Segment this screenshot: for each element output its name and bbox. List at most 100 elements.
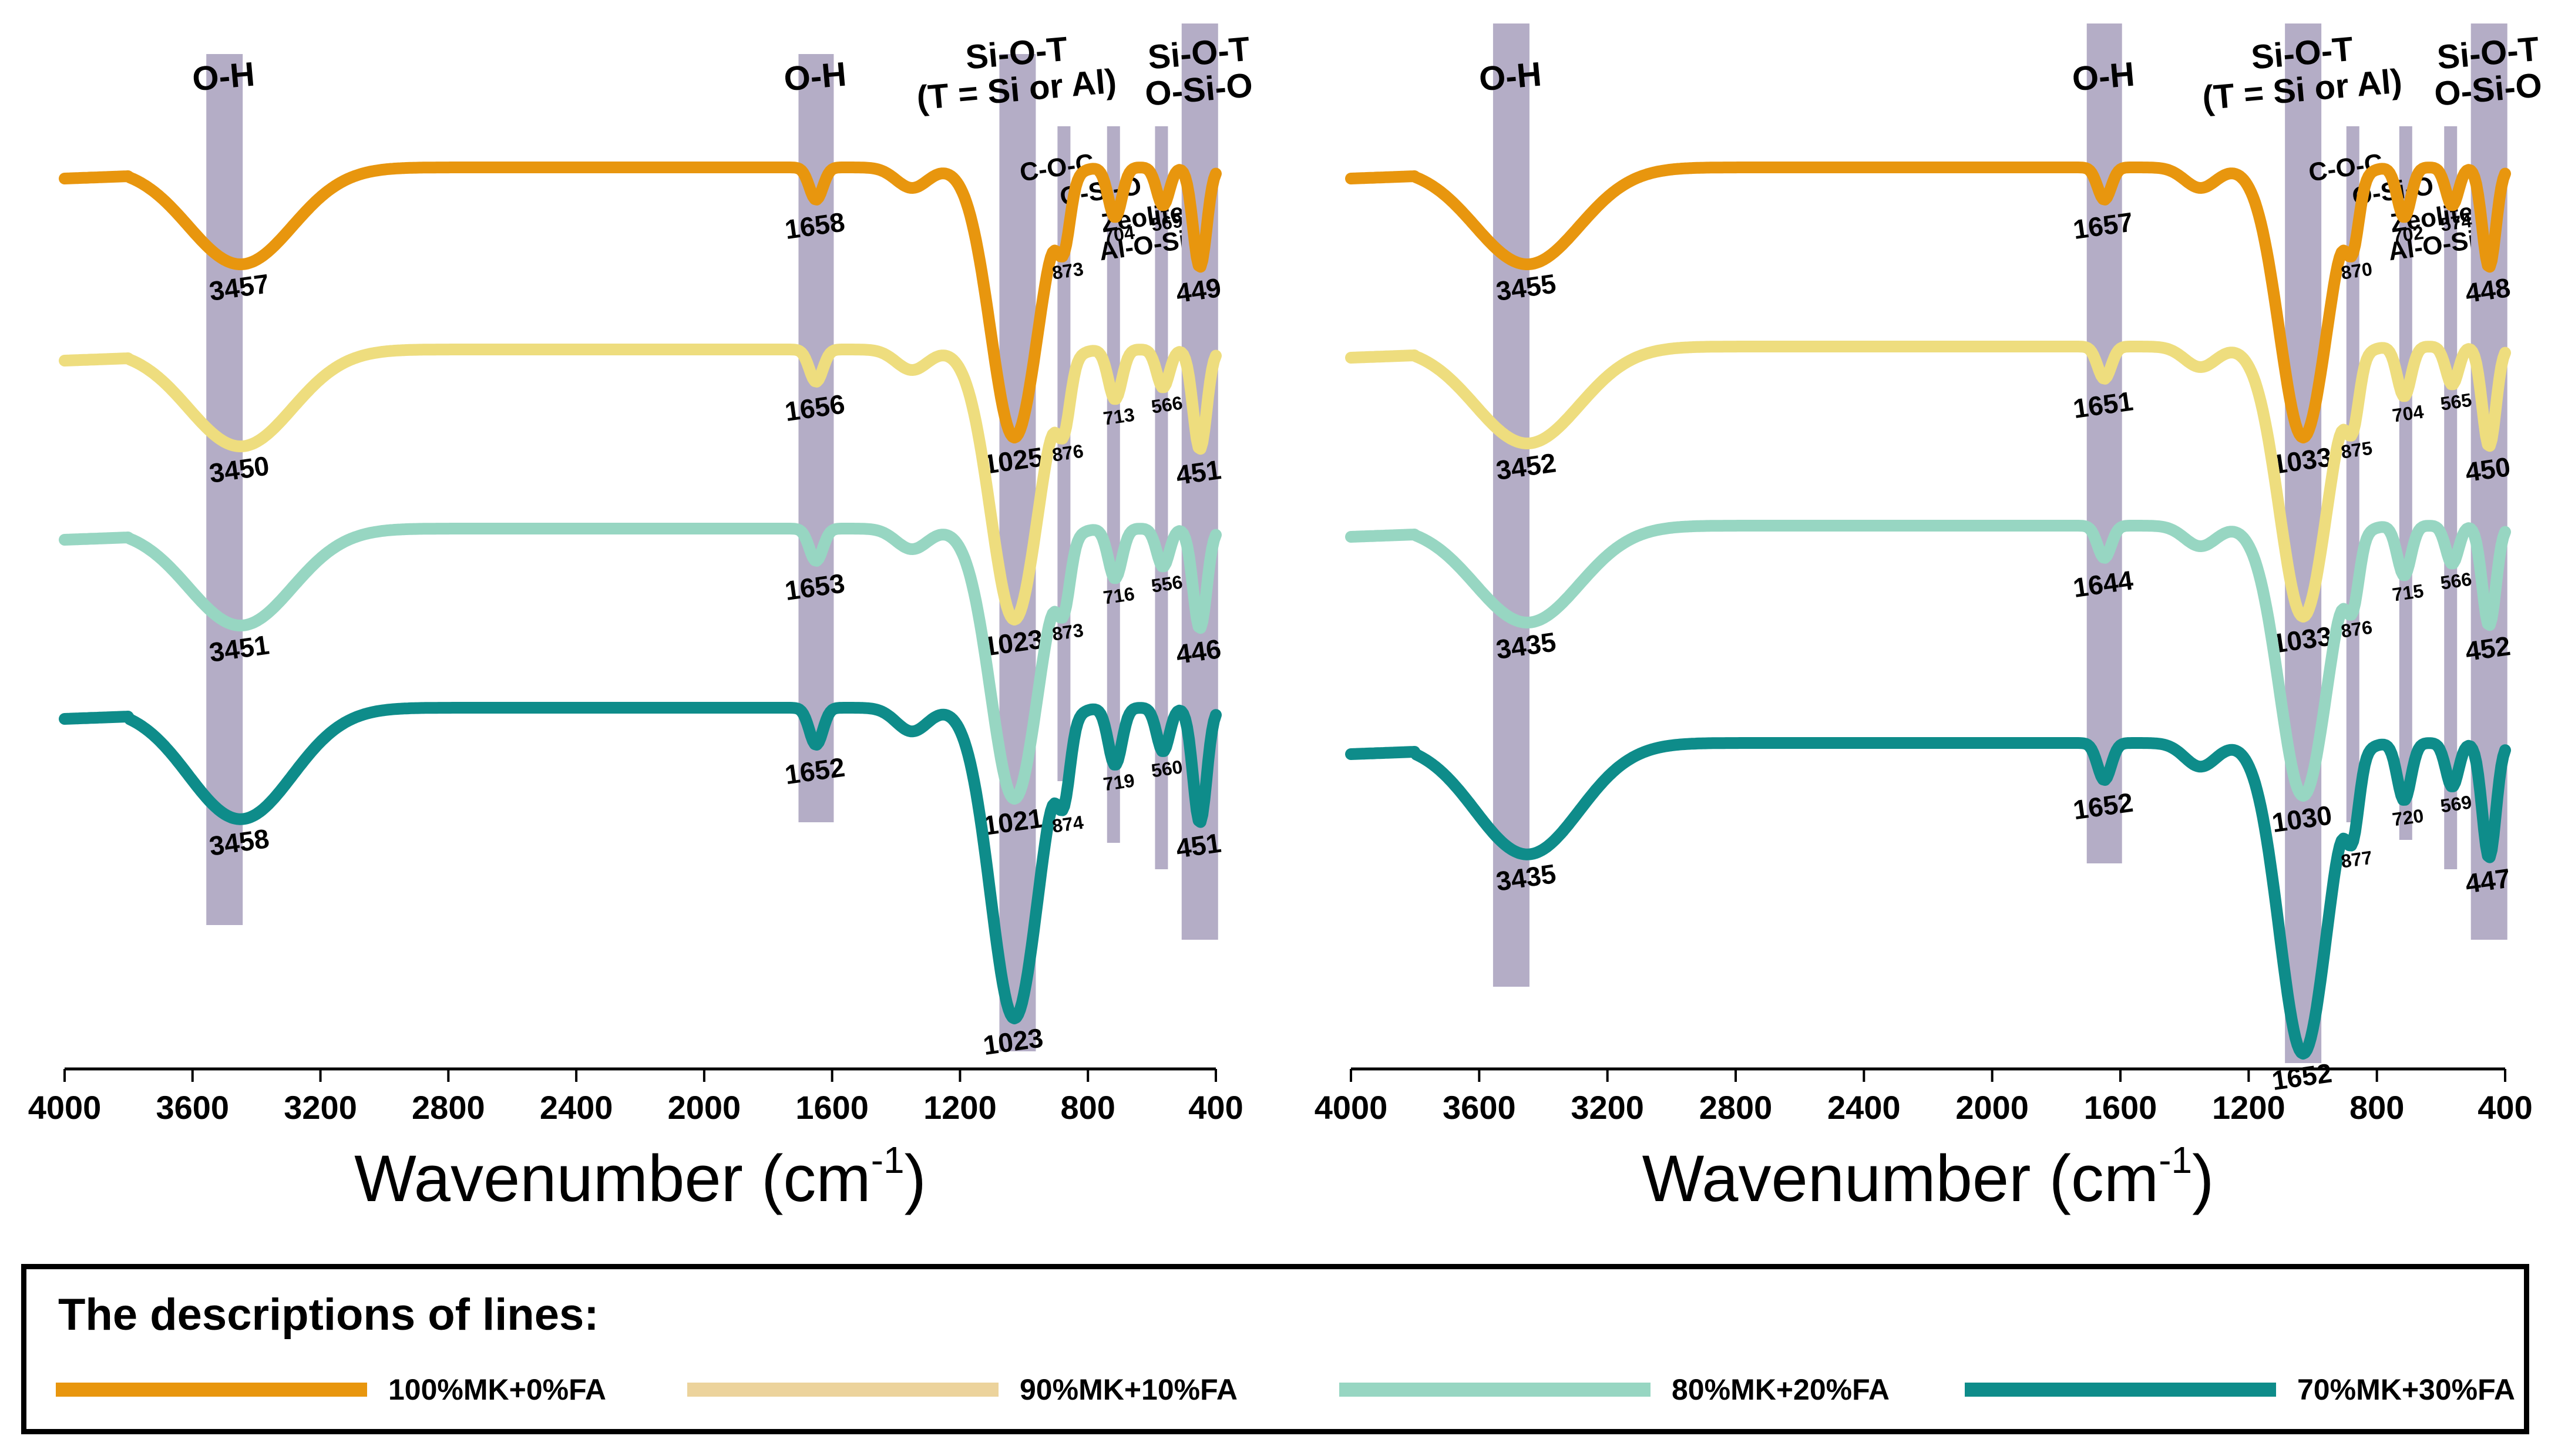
band-label-siot2: Si-O-T	[2436, 30, 2541, 77]
x-tick-label: 2400	[540, 1089, 613, 1126]
band-label-oh1: O-H	[191, 55, 257, 99]
band-oh2	[2086, 23, 2122, 863]
spectrum-line-3	[59, 702, 1222, 1024]
peak-label: 876	[1051, 441, 1085, 466]
band-label-oh1: O-H	[1477, 55, 1543, 99]
peak-label: 1030	[2270, 799, 2334, 838]
peak-label: 1657	[2071, 206, 2135, 245]
peak-label: 1656	[783, 388, 847, 427]
peak-label: 452	[2463, 630, 2512, 667]
band-osio	[2399, 126, 2412, 840]
peak-label: 451	[1174, 454, 1223, 490]
peak-label: 450	[2463, 451, 2512, 487]
x-tick-label: 800	[1061, 1089, 1115, 1126]
peak-label: 702	[2391, 222, 2425, 247]
peak-label: 449	[1174, 272, 1223, 308]
band-sublabel-siot2: O-Si-O	[1144, 66, 1255, 113]
peak-label: 874	[1051, 812, 1085, 837]
band-label-siot: Si-O-T	[964, 30, 1069, 77]
legend-item-70mk: 70%MK+30%FA	[1965, 1372, 2515, 1407]
legend-label: 80%MK+20%FA	[1672, 1373, 1890, 1406]
x-tick-label: 3600	[1443, 1089, 1516, 1126]
peak-label: 1651	[2071, 385, 2135, 424]
legend-label: 100%MK+0%FA	[388, 1373, 606, 1406]
x-tick-label: 1600	[2084, 1089, 2157, 1126]
spectrum-line-0	[1345, 162, 2511, 443]
peak-label: 569	[2439, 791, 2473, 816]
peak-label: 1652	[783, 752, 847, 791]
peak-label: 704	[1102, 222, 1136, 247]
peak-label: 716	[1102, 583, 1136, 608]
legend-swatch	[56, 1383, 367, 1397]
x-tick-label: 2000	[1955, 1089, 2029, 1126]
x-tick-label: 2800	[412, 1089, 485, 1126]
x-tick-label: 4000	[1315, 1089, 1388, 1126]
peak-label: 1653	[783, 567, 847, 606]
peak-label: 566	[2439, 569, 2473, 594]
band-siot	[2285, 23, 2322, 1063]
band-coc	[2346, 126, 2359, 822]
peak-label: 877	[2339, 847, 2374, 872]
x-tick-label: 1200	[2212, 1089, 2285, 1126]
x-tick-label: 2800	[1699, 1089, 1773, 1126]
peak-label: 451	[1174, 828, 1223, 864]
x-tick-label: 3200	[1571, 1089, 1644, 1126]
spectrum-line-3	[1345, 737, 2511, 1060]
legend-label: 70%MK+30%FA	[2297, 1373, 2515, 1406]
band-label-oh2: O-H	[2070, 55, 2136, 99]
spectrum-line-0	[59, 162, 1222, 443]
x-tick-label: 800	[2349, 1089, 2404, 1126]
x-tick-label: 2000	[668, 1089, 741, 1126]
band-oh1	[1493, 23, 1530, 987]
band-label-siot2: Si-O-T	[1147, 30, 1252, 77]
band-label-siot: Si-O-T	[2250, 30, 2355, 77]
peak-label: 875	[2339, 438, 2374, 463]
peak-label: 1658	[783, 206, 847, 245]
left-panel: O-H O-HSi-O-T(T = Si or Al)C-O-CO-Si-OZeo…	[28, 23, 1255, 1215]
spectrum-line-2	[1345, 520, 2511, 802]
x-tick-label: 400	[1188, 1089, 1243, 1126]
legend-swatch	[687, 1383, 999, 1397]
x-tick-label: 3200	[284, 1089, 357, 1126]
band-zeo	[1155, 126, 1168, 869]
legend-swatch	[1339, 1383, 1651, 1397]
legend-swatch	[1965, 1383, 2276, 1397]
peak-label: 873	[1051, 258, 1085, 284]
x-tick-label: 1600	[795, 1089, 869, 1126]
peak-label: 565	[2439, 389, 2473, 415]
legend-item-90mk: 90%MK+10%FA	[687, 1372, 1238, 1407]
x-tick-label: 4000	[28, 1089, 102, 1126]
peak-label: 713	[1102, 404, 1136, 429]
legend-item-100mk: 100%MK+0%FA	[56, 1372, 606, 1407]
peak-label: 574	[2439, 210, 2473, 236]
legend-label: 90%MK+10%FA	[1020, 1373, 1238, 1406]
peak-label: 569	[1150, 210, 1184, 236]
peak-label: 720	[2391, 805, 2425, 830]
band-sublabel-siot2: O-Si-O	[2433, 66, 2544, 113]
spectrum-line-2	[59, 523, 1222, 805]
band-zeo	[2444, 126, 2458, 869]
band-osio	[1107, 126, 1120, 843]
x-axis-title: Wavenumber (cm-1)	[1642, 1139, 2214, 1215]
band-oh1	[206, 54, 243, 925]
spectrum-line-1	[1345, 341, 2511, 623]
peak-label: 556	[1150, 571, 1184, 597]
peak-label: 715	[2391, 580, 2425, 606]
x-axis-title: Wavenumber (cm-1)	[354, 1139, 926, 1215]
x-tick-label: 400	[2478, 1089, 2532, 1126]
band-label-oh2: O-H	[782, 55, 848, 99]
peak-label: 870	[2339, 258, 2374, 284]
legend-title: The descriptions of lines:	[58, 1290, 599, 1340]
peak-label: 448	[2463, 272, 2512, 308]
peak-label: 1652	[2071, 787, 2135, 826]
legend: The descriptions of lines: 100%MK+0%FA 9…	[21, 1264, 2529, 1434]
x-tick-label: 3600	[156, 1089, 229, 1126]
peak-label: 1644	[2071, 564, 2135, 603]
peak-label: 873	[1051, 620, 1085, 645]
x-tick-label: 1200	[923, 1089, 997, 1126]
peak-label: 447	[2463, 863, 2512, 899]
peak-label: 560	[1150, 756, 1184, 781]
legend-item-80mk: 80%MK+20%FA	[1339, 1372, 1890, 1407]
peak-label: 1023	[981, 1022, 1045, 1061]
